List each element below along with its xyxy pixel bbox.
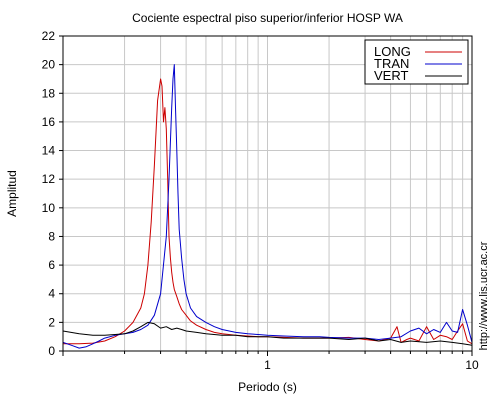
grid-lines: [63, 36, 472, 351]
y-tick-label: 14: [42, 144, 56, 158]
y-axis-label: Amplitud: [5, 170, 19, 217]
y-tick-label: 20: [42, 58, 56, 72]
chart-title: Cociente espectral piso superior/inferio…: [132, 11, 403, 25]
series-line-tran: [62, 64, 473, 349]
y-tick-label: 6: [48, 258, 55, 272]
y-tick-label: 12: [42, 172, 56, 186]
y-tick-label: 8: [48, 229, 55, 243]
x-axis-label: Periodo (s): [238, 380, 297, 394]
axis-ticks: 0 2 4 6 8 10 12 14 16 18 20 22 1 10: [42, 29, 479, 372]
y-tick-label: 10: [42, 201, 56, 215]
y-tick-label: 4: [48, 287, 55, 301]
y-tick-label: 0: [48, 344, 55, 358]
y-tick-label: 16: [42, 115, 56, 129]
series-lines: [62, 64, 473, 349]
y-tick-label: 2: [48, 315, 55, 329]
x-tick-label: 10: [465, 358, 479, 372]
legend-box: [364, 39, 469, 85]
series-line-vert: [62, 321, 473, 346]
legend-label-vert: VERT: [374, 68, 408, 83]
y-tick-label: 18: [42, 86, 56, 100]
x-tick-label: 1: [264, 358, 271, 372]
y-tick-label: 22: [42, 29, 56, 43]
source-url-note: http://www.lis.ucr.ac.cr: [478, 241, 490, 350]
series-line-long: [63, 78, 473, 345]
legend-label-long: LONG: [374, 44, 411, 59]
legend-label-tran: TRAN: [374, 56, 409, 71]
